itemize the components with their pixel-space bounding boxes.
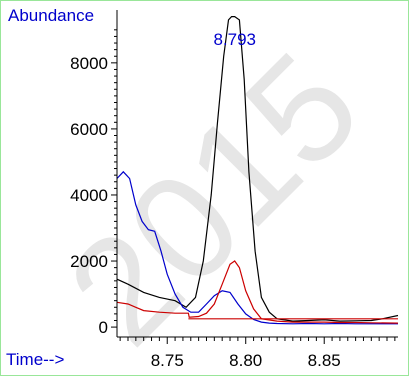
x-tick-label: 8.85 xyxy=(308,351,341,370)
series-line-3 xyxy=(116,260,399,324)
y-axis-label: Abundance xyxy=(8,6,94,25)
axis-layer xyxy=(116,10,398,338)
series-line-1 xyxy=(116,16,399,322)
y-tick-label: 6000 xyxy=(70,120,108,139)
tick-layer: 0 2000 4000 6000 8000 8.75 8.80 8.85 xyxy=(70,29,396,370)
x-axis-label: Time--> xyxy=(6,350,64,369)
y-tick-label: 4000 xyxy=(70,186,108,205)
series-layer xyxy=(116,16,399,325)
y-tick-label: 0 xyxy=(99,318,108,337)
y-tick-label: 2000 xyxy=(70,252,108,271)
x-tick-label: 8.75 xyxy=(151,351,184,370)
y-tick-label: 8000 xyxy=(70,54,108,73)
peak-annotation: 8.793 xyxy=(213,30,256,49)
x-tick-label: 8.80 xyxy=(229,351,262,370)
